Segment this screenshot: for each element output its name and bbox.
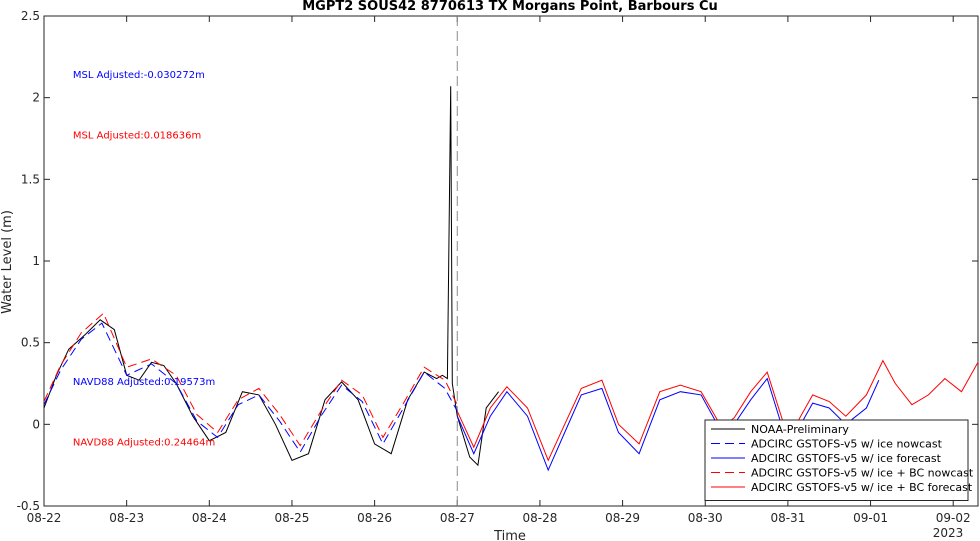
legend-label-2: ADCIRC GSTOFS-v5 w/ ice forecast xyxy=(751,452,942,465)
y-axis-label: Water Level (m) xyxy=(0,210,15,314)
chart-title: MGPT2 SOUS42 8770613 TX Morgans Point, B… xyxy=(302,0,718,14)
series-line-3 xyxy=(43,312,458,447)
annotation-0: MSL Adjusted:-0.030272m xyxy=(73,70,205,81)
x-tick-label: 08-24 xyxy=(192,511,227,525)
x-tick-label: 08-22 xyxy=(27,511,62,525)
y-tick-label: 2 xyxy=(32,91,40,105)
annotation-3: NAVD88 Adjusted:0.24464m xyxy=(73,438,215,449)
y-tick-label: 2.5 xyxy=(21,9,40,23)
series-line-4 xyxy=(456,359,979,462)
x-tick-label: 09-02 xyxy=(936,511,971,525)
y-tick-label: -0.5 xyxy=(17,499,40,513)
plot-area: -0.5 0 0.5 1 1.5 2 2.5 08-22 08-23 08-24 08-25 08-2… xyxy=(17,9,979,525)
y-tick-label: 0 xyxy=(32,417,40,431)
series-line-0 xyxy=(43,86,499,467)
x-tick-label: 08-26 xyxy=(357,511,392,525)
y-tick-label: 1 xyxy=(32,254,40,268)
legend-label-1: ADCIRC GSTOFS-v5 w/ ice nowcast xyxy=(751,438,943,451)
legend-box xyxy=(704,419,969,501)
x-tick-label: 08-27 xyxy=(440,511,475,525)
x-tick-label: 09-01 xyxy=(853,511,888,525)
y-tick-label: 0.5 xyxy=(21,336,40,350)
series-line-2 xyxy=(456,377,880,472)
x-tick-label: 08-23 xyxy=(109,511,144,525)
legend-label-3: ADCIRC GSTOFS-v5 w/ ice + BC nowcast xyxy=(751,467,974,480)
annotation-1: MSL Adjusted:0.018636m xyxy=(73,131,201,142)
legend-label-0: NOAA-Preliminary xyxy=(751,423,849,436)
x-tick-label: 08-28 xyxy=(522,511,557,525)
legend-label-4: ADCIRC GSTOFS-v5 w/ ice + BC forecast xyxy=(751,481,973,494)
x-tick-label: 08-29 xyxy=(605,511,640,525)
x-tick-label: 08-25 xyxy=(275,511,310,525)
x-axis-label: Time xyxy=(493,529,526,541)
y-tick-label: 1.5 xyxy=(21,172,40,186)
x-tick-label: 08-30 xyxy=(688,511,723,525)
series-line-1 xyxy=(43,322,458,454)
x-year-label: 2023 xyxy=(933,526,964,540)
annotation-2: NAVD88 Adjusted:0.19573m xyxy=(73,377,215,388)
x-tick-label: 08-31 xyxy=(770,511,805,525)
